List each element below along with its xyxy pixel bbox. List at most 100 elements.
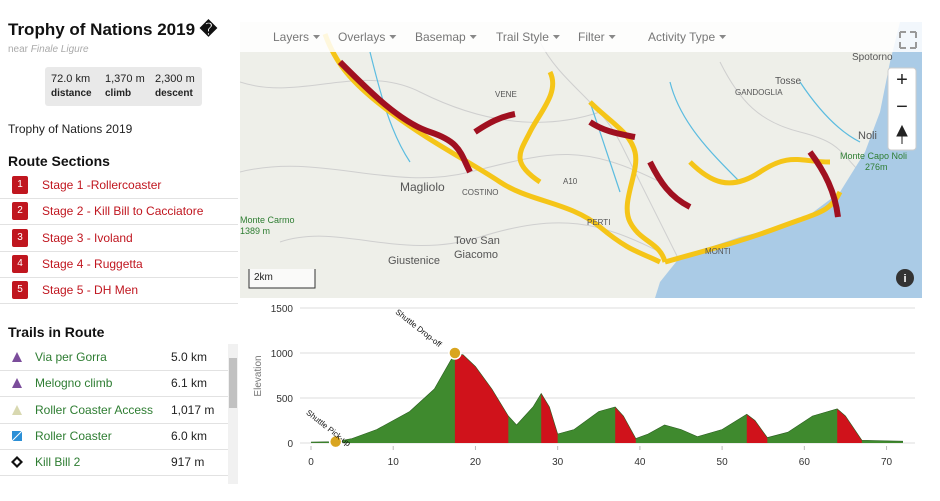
toolbar-button[interactable]: Overlays — [338, 30, 385, 44]
trail-row[interactable]: Roller Coaster Access 1,017 m — [0, 397, 228, 424]
trail-name[interactable]: Melogno climb — [35, 376, 113, 391]
trail-distance: 6.1 km — [171, 376, 208, 391]
y-tick-label: 500 — [276, 394, 293, 405]
place: PERTI — [587, 218, 610, 227]
trail-distance: 6.0 km — [171, 428, 208, 443]
stat-label: descent — [155, 88, 193, 99]
fullscreen[interactable] — [899, 31, 917, 49]
place: VENE — [495, 90, 517, 99]
stat: 72.0 km distance — [51, 73, 92, 99]
map[interactable]: Layers Overlays Basemap Trail Style Filter Ac… — [240, 22, 922, 298]
section-row[interactable]: 1 Stage 1 -Rollercoaster — [0, 172, 238, 199]
section-label[interactable]: Stage 1 -Rollercoaster — [42, 178, 162, 192]
place: 1389 m — [240, 226, 270, 236]
sea — [655, 22, 922, 298]
place: 276m — [865, 162, 888, 172]
dropdown-caret — [719, 35, 727, 39]
section-list: 1 Stage 1 -Rollercoaster 2 Stage 2 - Kill B… — [0, 172, 238, 306]
trail-icon — [11, 430, 23, 442]
trail-distance: 1,017 m — [171, 402, 215, 417]
toolbar-button[interactable]: Filter — [578, 30, 605, 44]
trail-icon — [12, 378, 22, 389]
x-tick-label: 0 — [308, 457, 314, 468]
place: COSTINO — [462, 188, 498, 197]
toolbar-button[interactable]: Layers — [273, 30, 309, 44]
zoom-control[interactable]: + − — [887, 67, 917, 151]
place-labels: Tosse Spotorno GANDOGLIA VENE Noli Monte… — [240, 52, 907, 267]
zoom-out[interactable]: − — [896, 96, 908, 118]
trail-row[interactable]: Melogno climb 6.1 km — [0, 370, 228, 398]
compass[interactable] — [896, 124, 908, 144]
place: MONTI — [705, 247, 731, 256]
trail-distance: 917 m — [171, 455, 205, 470]
scrollbar[interactable] — [228, 344, 238, 484]
trail-row[interactable]: Via per Gorra 5.0 km — [0, 344, 228, 371]
dropdown-caret — [389, 35, 397, 39]
dropdown-caret — [608, 35, 616, 39]
section-label[interactable]: Stage 3 - Ivoland — [42, 230, 133, 245]
section-row[interactable]: 3 Stage 3 - Ivoland — [0, 225, 238, 252]
trail-name[interactable]: Via per Gorra — [35, 350, 107, 364]
descent-segment — [746, 353, 768, 443]
section-number: 4 — [12, 254, 28, 273]
place: GANDOGLIA — [735, 88, 783, 97]
descent-segment — [837, 353, 862, 443]
annotation-label: Shuttle Drop-off — [394, 307, 444, 349]
info-icon[interactable]: i — [903, 273, 906, 285]
location-link[interactable]: Finale Ligure — [30, 44, 89, 55]
trail-name[interactable]: Roller Coaster — [35, 428, 112, 443]
trail-row[interactable]: Kill Bill 2 917 m — [0, 449, 228, 477]
toolbar-button[interactable]: Activity Type — [648, 30, 715, 44]
place: Tosse — [775, 76, 802, 87]
description: Trophy of Nations 2019 — [8, 122, 133, 136]
place: Spotorno — [852, 52, 893, 63]
section-label[interactable]: Stage 5 - DH Men — [42, 283, 139, 298]
section-number: 2 — [12, 202, 28, 221]
section-label[interactable]: Stage 4 - Ruggetta — [42, 256, 143, 271]
dropdown-caret — [469, 35, 477, 39]
y-tick-label: 1000 — [271, 349, 294, 360]
x-tick-label: 10 — [388, 457, 400, 468]
y-tick-label: 1500 — [271, 304, 294, 315]
scale-bar — [248, 269, 316, 289]
trail-name[interactable]: Roller Coaster Access — [35, 402, 154, 417]
stat: 2,300 m descent — [155, 73, 195, 99]
trail-distance: 5.0 km — [171, 350, 208, 364]
toolbar: Layers Overlays Basemap Trail Style Filter Ac… — [273, 30, 727, 44]
place: Magliolo — [400, 180, 445, 194]
place: Giacomo — [454, 249, 498, 261]
scroll-thumb[interactable] — [229, 358, 237, 408]
section-row[interactable]: 4 Stage 4 - Ruggetta — [0, 251, 238, 278]
section-number: 5 — [12, 281, 28, 300]
trail-row[interactable]: Roller Coaster 6.0 km — [0, 423, 228, 450]
location: near Finale Ligure — [8, 44, 89, 55]
section-label[interactable]: Stage 2 - Kill Bill to Cacciatore — [42, 204, 204, 219]
place: Giustenice — [388, 255, 440, 267]
annotation-marker — [448, 346, 462, 360]
x-tick-label: 20 — [470, 457, 482, 468]
stat: 1,370 m climb — [105, 73, 145, 99]
info-button[interactable] — [896, 269, 914, 287]
dropdown-caret — [313, 35, 321, 39]
section-row[interactable]: 2 Stage 2 - Kill Bill to Cacciatore — [0, 198, 238, 226]
place: Tovo San — [454, 235, 500, 247]
x-tick-label: 40 — [634, 457, 646, 468]
trail-name[interactable]: Kill Bill 2 — [35, 455, 81, 470]
descent-segment — [454, 353, 509, 443]
y-tick-label: 0 — [287, 439, 293, 450]
scale-label: 2km — [254, 272, 273, 283]
place: A10 — [563, 177, 578, 186]
route — [322, 33, 843, 265]
elevation-chart: 0 500 1000 1500 0 10 20 30 40 50 60 70 Elevation Shut… — [253, 304, 915, 468]
toolbar-button[interactable]: Trail Style — [496, 30, 549, 44]
stats-box: 72.0 km distance 1,370 m climb 2,300 m descen… — [45, 67, 202, 106]
place: Noli — [858, 130, 877, 142]
trail-icon — [11, 456, 23, 469]
toolbar-button[interactable]: Basemap — [415, 30, 466, 44]
section-number: 3 — [12, 228, 28, 247]
section-number: 1 — [12, 176, 28, 194]
section-row[interactable]: 5 Stage 5 - DH Men — [0, 277, 238, 305]
zoom-in[interactable]: + — [896, 69, 908, 91]
x-tick-label: 60 — [799, 457, 811, 468]
